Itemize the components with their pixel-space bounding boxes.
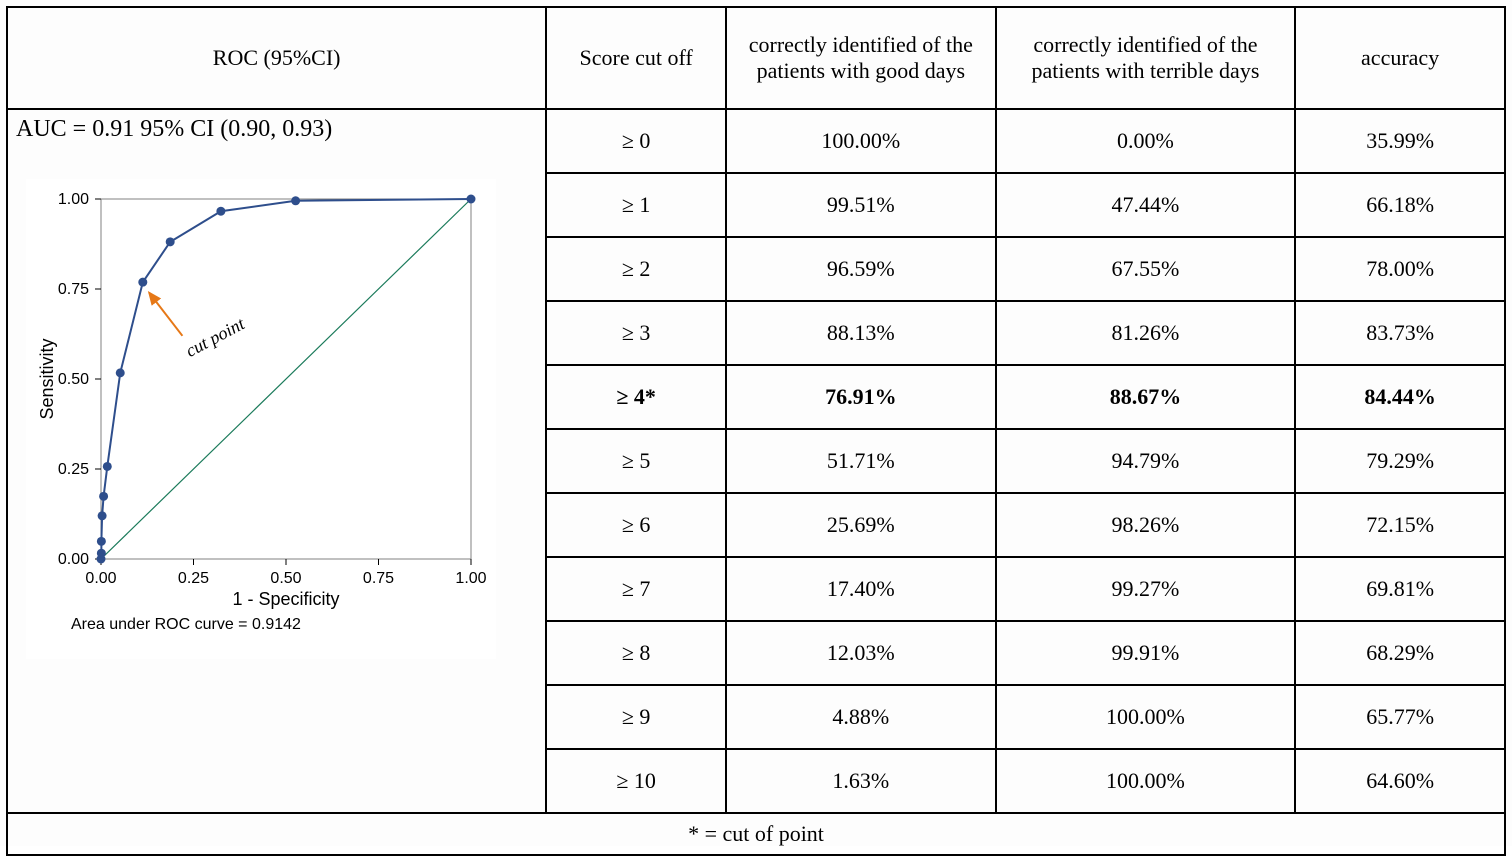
bad-cell: 0.00% [996, 109, 1296, 173]
header-roc: ROC (95%CI) [7, 7, 546, 109]
svg-text:0.00: 0.00 [58, 551, 89, 568]
good-cell: 96.59% [726, 237, 996, 301]
cutoff-cell: ≥ 6 [546, 493, 726, 557]
good-cell: 1.63% [726, 749, 996, 813]
cutoff-cell: ≥ 7 [546, 557, 726, 621]
svg-text:0.25: 0.25 [178, 570, 209, 587]
bad-cell: 100.00% [996, 685, 1296, 749]
acc-cell: 72.15% [1295, 493, 1505, 557]
good-cell: 17.40% [726, 557, 996, 621]
cutoff-cell: ≥ 5 [546, 429, 726, 493]
cutoff-cell: ≥ 9 [546, 685, 726, 749]
svg-text:Area under ROC curve = 0.9142: Area under ROC curve = 0.9142 [71, 616, 301, 633]
bad-cell: 99.91% [996, 621, 1296, 685]
acc-cell: 68.29% [1295, 621, 1505, 685]
bad-cell: 94.79% [996, 429, 1296, 493]
svg-text:0.25: 0.25 [58, 461, 89, 478]
cutoff-cell: ≥ 10 [546, 749, 726, 813]
acc-cell: 78.00% [1295, 237, 1505, 301]
good-cell: 51.71% [726, 429, 996, 493]
acc-cell: 64.60% [1295, 749, 1505, 813]
svg-text:0.75: 0.75 [58, 281, 89, 298]
bad-cell: 47.44% [996, 173, 1296, 237]
bad-cell: 100.00% [996, 749, 1296, 813]
acc-cell: 83.73% [1295, 301, 1505, 365]
acc-cell: 35.99% [1295, 109, 1505, 173]
roc-chart: 0.00 0.00 0.25 0.25 0.50 0.50 0.75 0.75 1.00 1.00… [26, 179, 496, 659]
cutoff-cell: ≥ 8 [546, 621, 726, 685]
header-good: correctly identified of the patients wit… [726, 7, 996, 109]
footnote: * = cut of point [7, 813, 1505, 855]
cutoff-cell: ≥ 3 [546, 301, 726, 365]
good-cell: 99.51% [726, 173, 996, 237]
svg-text:0.50: 0.50 [58, 371, 89, 388]
acc-cell: 66.18% [1295, 173, 1505, 237]
svg-text:1 - Specificity: 1 - Specificity [232, 589, 339, 609]
svg-text:Sensitivity: Sensitivity [37, 338, 57, 419]
svg-text:1.00: 1.00 [455, 570, 486, 587]
cutoff-cell: ≥ 1 [546, 173, 726, 237]
bad-cell: 99.27% [996, 557, 1296, 621]
good-cell: 12.03% [726, 621, 996, 685]
roc-plot-container: 0.00 0.00 0.25 0.25 0.50 0.50 0.75 0.75 1.00 1.00… [26, 179, 496, 659]
auc-text: AUC = 0.91 95% CI (0.90, 0.93) [16, 116, 537, 143]
acc-cell: 84.44% [1295, 365, 1505, 429]
acc-cell: 69.81% [1295, 557, 1505, 621]
cutoff-cell: ≥ 4* [546, 365, 726, 429]
roc-table: ROC (95%CI) Score cut off correctly iden… [6, 6, 1506, 856]
bad-cell: 98.26% [996, 493, 1296, 557]
roc-cell: AUC = 0.91 95% CI (0.90, 0.93)0.000.000.… [7, 109, 546, 813]
cutoff-cell: ≥ 2 [546, 237, 726, 301]
good-cell: 4.88% [726, 685, 996, 749]
bad-cell: 67.55% [996, 237, 1296, 301]
header-bad: correctly identified of the patients wit… [996, 7, 1296, 109]
table-row: AUC = 0.91 95% CI (0.90, 0.93)0.000.000.… [7, 109, 1505, 173]
svg-text:0.50: 0.50 [270, 570, 301, 587]
good-cell: 88.13% [726, 301, 996, 365]
bad-cell: 81.26% [996, 301, 1296, 365]
acc-cell: 79.29% [1295, 429, 1505, 493]
good-cell: 76.91% [726, 365, 996, 429]
header-accuracy: accuracy [1295, 7, 1505, 109]
header-row: ROC (95%CI) Score cut off correctly iden… [7, 7, 1505, 109]
good-cell: 100.00% [726, 109, 996, 173]
svg-text:0.75: 0.75 [363, 570, 394, 587]
bad-cell: 88.67% [996, 365, 1296, 429]
acc-cell: 65.77% [1295, 685, 1505, 749]
svg-text:0.00: 0.00 [85, 570, 116, 587]
good-cell: 25.69% [726, 493, 996, 557]
header-cutoff: Score cut off [546, 7, 726, 109]
svg-text:1.00: 1.00 [58, 191, 89, 208]
cutoff-cell: ≥ 0 [546, 109, 726, 173]
